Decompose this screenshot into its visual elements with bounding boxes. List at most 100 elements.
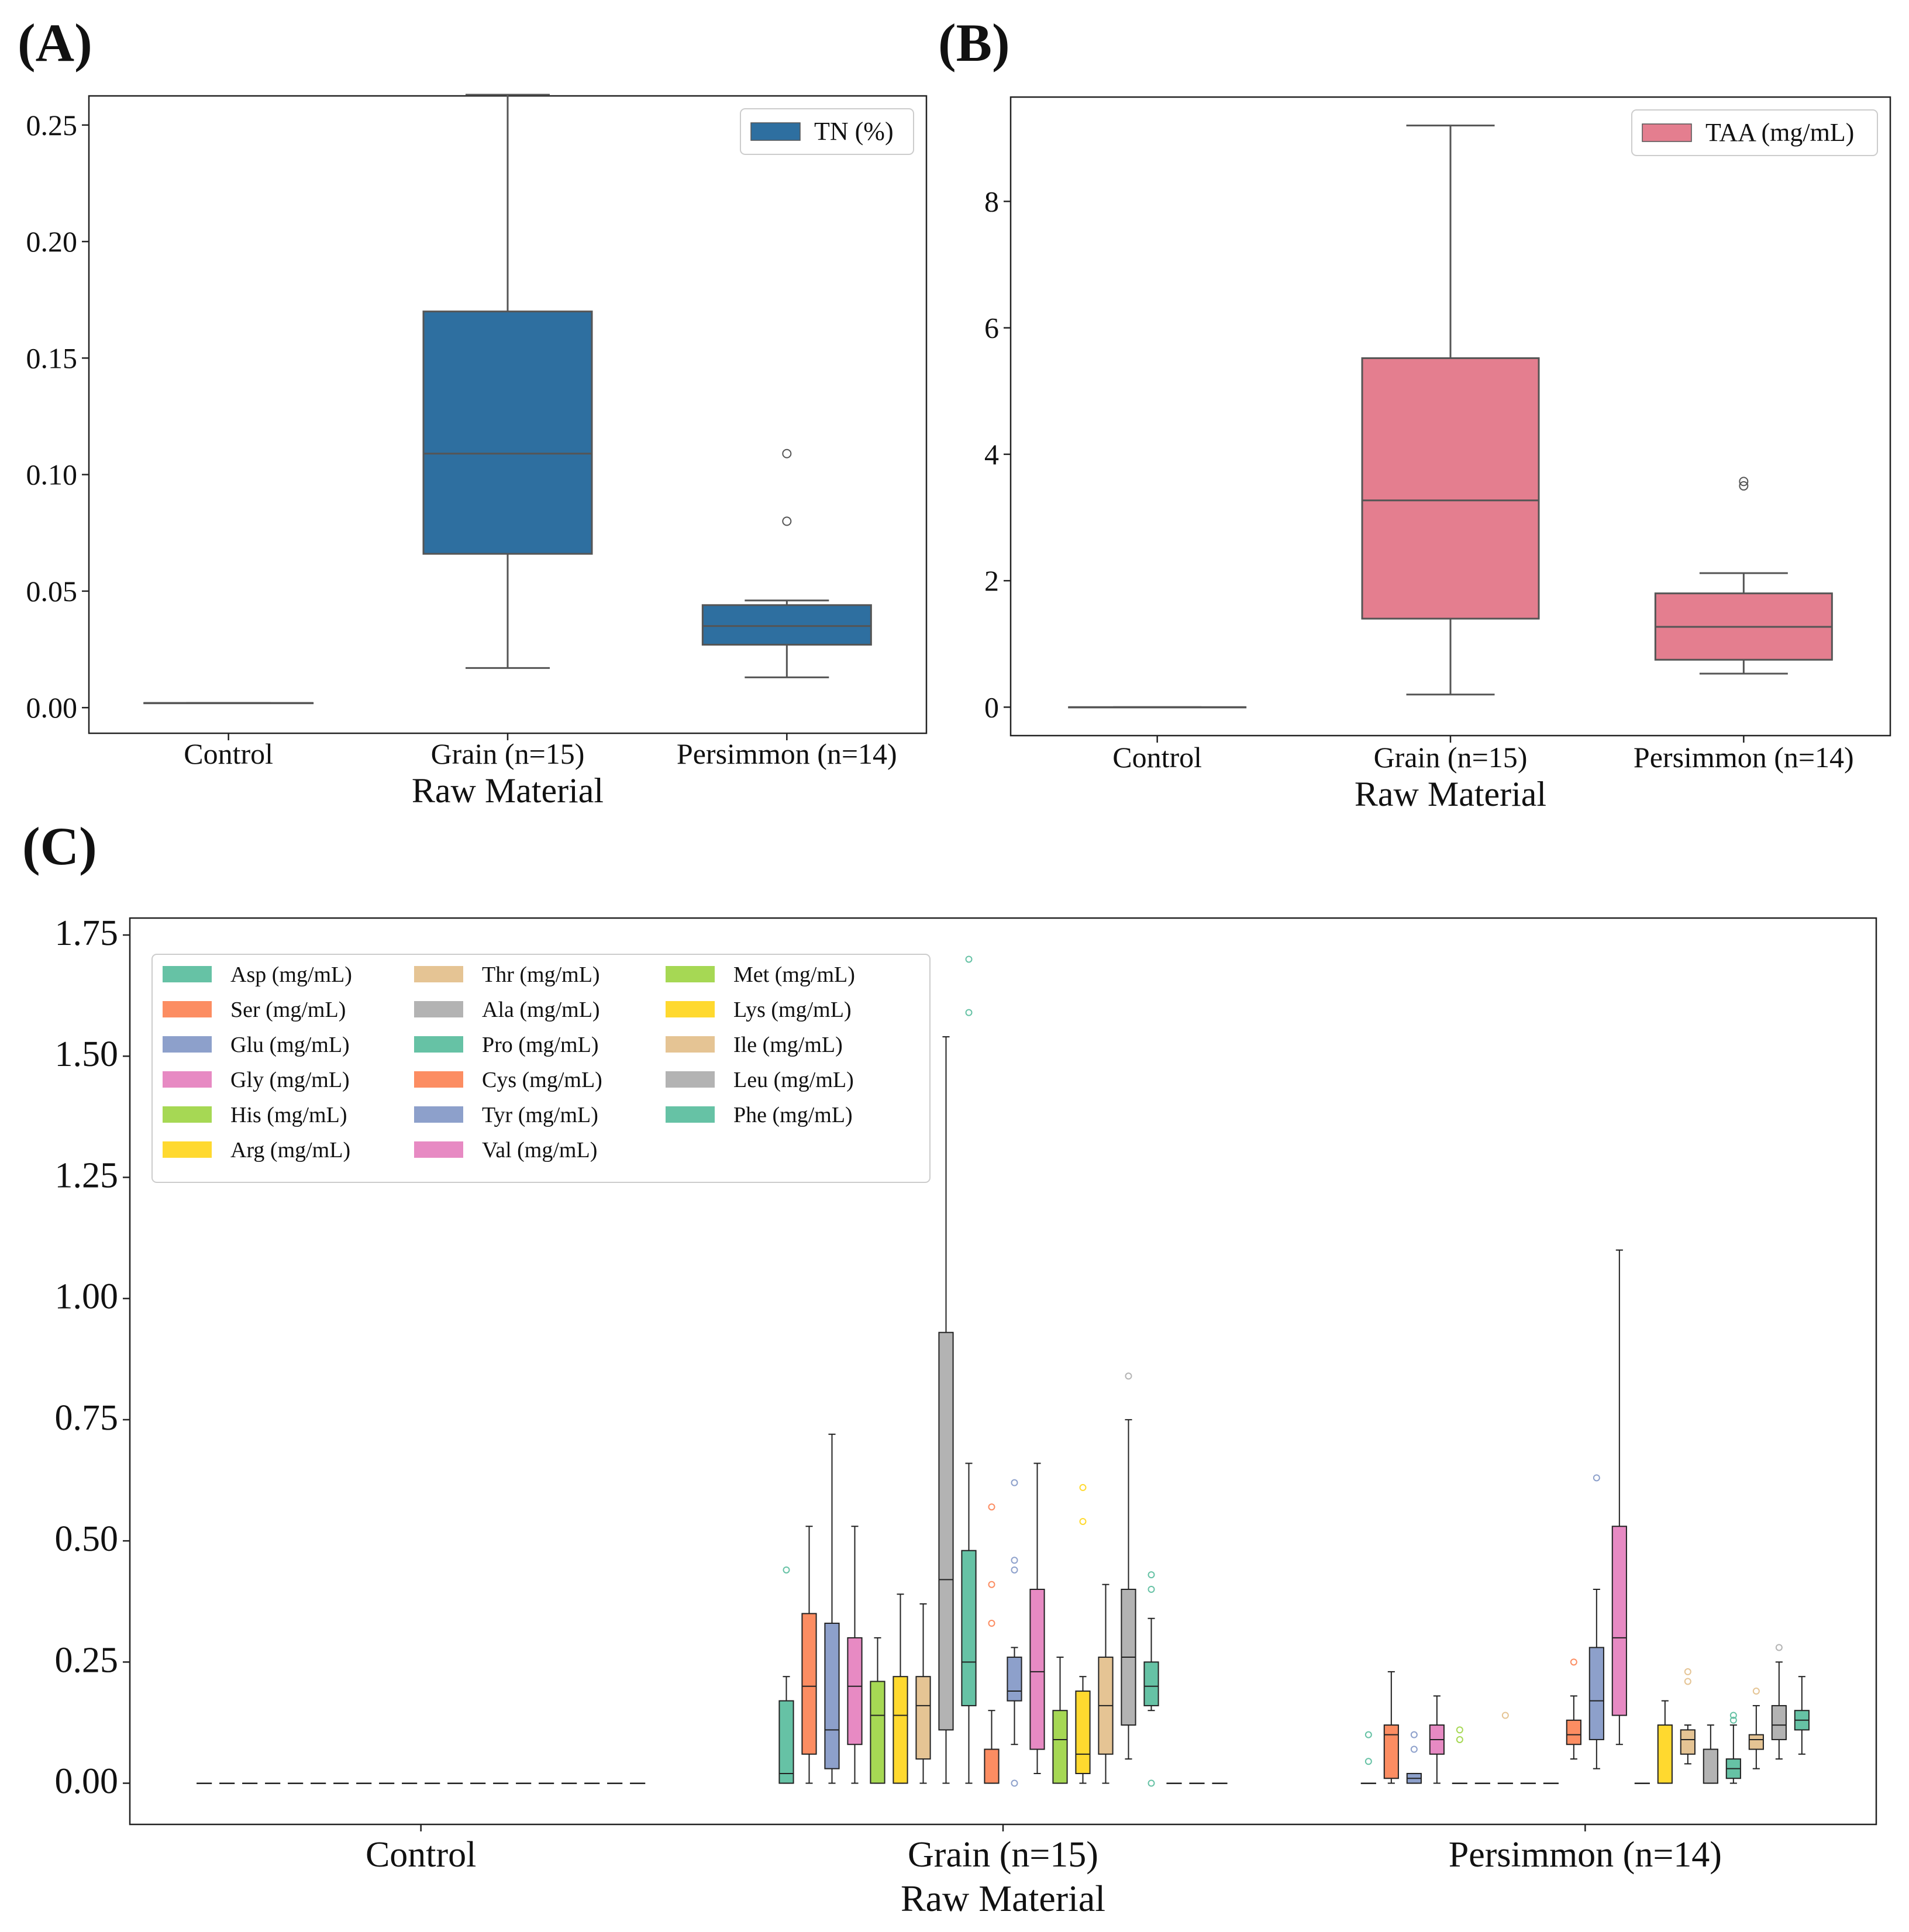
y-tick-label: 1.00	[55, 1277, 119, 1317]
box-phe-extra-2	[607, 1782, 623, 1785]
outlier-point	[1079, 1517, 1087, 1525]
box-body	[1143, 1661, 1159, 1706]
box-body	[1052, 1710, 1068, 1784]
panel-b-chart: 0 2 4 6 8 Control Grain (n=15) Persimmon (n=14)…	[984, 96, 1891, 813]
outlier-point	[988, 1503, 995, 1511]
box-tyr	[1588, 1474, 1604, 1769]
outlier-point	[1011, 1566, 1018, 1574]
outlier-point	[1148, 1585, 1155, 1593]
box-body	[1588, 1647, 1604, 1740]
x-tick-label: Control	[366, 1835, 476, 1875]
legend-label: Glu (mg/mL)	[230, 1033, 350, 1057]
box-pro	[961, 955, 977, 1784]
legend-swatch	[414, 1141, 463, 1158]
box-ala	[356, 1782, 372, 1785]
box-phe-extra-3	[1212, 1782, 1228, 1785]
box-met	[470, 1782, 486, 1785]
y-tick-label: 1.75	[55, 913, 119, 953]
box-body	[1007, 1657, 1022, 1702]
panel-b-label: (B)	[938, 13, 1010, 73]
x-tick-label: Control	[1112, 741, 1202, 774]
box-phe-extra-2	[1771, 1644, 1787, 1760]
outlier-point	[1501, 1712, 1509, 1719]
box-body	[1657, 1724, 1673, 1784]
legend-swatch	[414, 1036, 463, 1053]
box-ser	[801, 1526, 817, 1784]
box-body	[893, 1676, 908, 1784]
box-thr	[915, 1603, 931, 1784]
legend-swatch	[666, 1001, 715, 1017]
box-phe-extra-1	[1166, 1782, 1182, 1785]
outlier-point	[783, 1566, 790, 1574]
box-body	[1611, 1526, 1627, 1716]
box-body	[1361, 357, 1540, 620]
box-ala	[938, 1036, 954, 1784]
box-cys	[402, 1782, 418, 1785]
x-tick-label: Persimmon (n=14)	[1634, 741, 1854, 774]
legend-swatch	[163, 1141, 212, 1158]
legend-label: Leu (mg/mL)	[733, 1068, 854, 1092]
box-met	[1052, 1657, 1068, 1784]
outlier-point	[1729, 1712, 1737, 1719]
box-cys	[1566, 1658, 1581, 1760]
outlier-point	[1775, 1644, 1783, 1651]
box-glu	[242, 1782, 258, 1785]
legend-label: TAA (mg/mL)	[1705, 118, 1854, 147]
box-val	[447, 1782, 463, 1785]
legend-label: Ala (mg/mL)	[482, 998, 600, 1022]
legend-swatch	[414, 1071, 463, 1088]
box-his	[288, 1782, 304, 1785]
legend: TN (%)	[740, 108, 914, 155]
x-axis-title: Raw Material	[1355, 775, 1546, 813]
box-pro	[1543, 1782, 1559, 1785]
box-leu	[1703, 1724, 1718, 1784]
box-body	[1703, 1748, 1718, 1784]
legend-swatch	[414, 966, 463, 982]
outlier-point	[1456, 1736, 1463, 1743]
box-phe-extra-2	[1189, 1782, 1205, 1785]
legend-label: Gly (mg/mL)	[230, 1068, 350, 1092]
box-taa	[1068, 706, 1247, 709]
outlier-point	[1410, 1731, 1418, 1738]
y-tick-label: 0.15	[26, 341, 78, 374]
outlier-point	[1364, 1758, 1372, 1765]
legend-label: Pro (mg/mL)	[482, 1033, 598, 1057]
y-tick-label: 0.00	[26, 691, 78, 724]
outlier-point	[1125, 1372, 1132, 1380]
box-body	[984, 1748, 1000, 1784]
box-met	[1634, 1782, 1650, 1785]
box-arg	[311, 1782, 326, 1785]
legend-swatch	[163, 1001, 212, 1017]
outlier-point	[1570, 1658, 1577, 1666]
x-axis-title: Raw Material	[412, 771, 604, 810]
outlier-point	[1456, 1726, 1463, 1734]
legend-swatch	[1642, 123, 1692, 142]
legend: Asp (mg/mL) Ser (mg/mL) Glu (mg/mL) Gly (mg…	[151, 954, 931, 1183]
outlier-point	[1148, 1571, 1155, 1579]
outlier-point	[1752, 1688, 1760, 1695]
box-ala	[1520, 1782, 1536, 1785]
legend-swatch	[666, 1071, 715, 1088]
box-leu	[539, 1782, 554, 1785]
box-leu	[1121, 1372, 1136, 1760]
box-pro	[379, 1782, 395, 1785]
legend-swatch	[414, 1001, 463, 1017]
outlier-point	[1148, 1779, 1155, 1787]
box-thr	[333, 1782, 349, 1785]
outlier-point	[1011, 1557, 1018, 1564]
legend-frame	[740, 108, 914, 155]
legend-label: Met (mg/mL)	[733, 962, 855, 987]
box-arg	[1474, 1782, 1490, 1785]
box-lys	[1075, 1484, 1091, 1784]
box-tyr	[425, 1782, 440, 1785]
outlier-point	[988, 1581, 995, 1588]
y-tick-label: 0.25	[55, 1640, 119, 1680]
legend-frame	[1631, 109, 1878, 156]
box-glu	[1406, 1731, 1422, 1784]
outlier-point	[965, 955, 973, 963]
box-body	[778, 1700, 794, 1784]
legend-label: Thr (mg/mL)	[482, 962, 600, 987]
legend-label: Ile (mg/mL)	[733, 1033, 843, 1057]
legend-frame	[151, 954, 931, 1183]
